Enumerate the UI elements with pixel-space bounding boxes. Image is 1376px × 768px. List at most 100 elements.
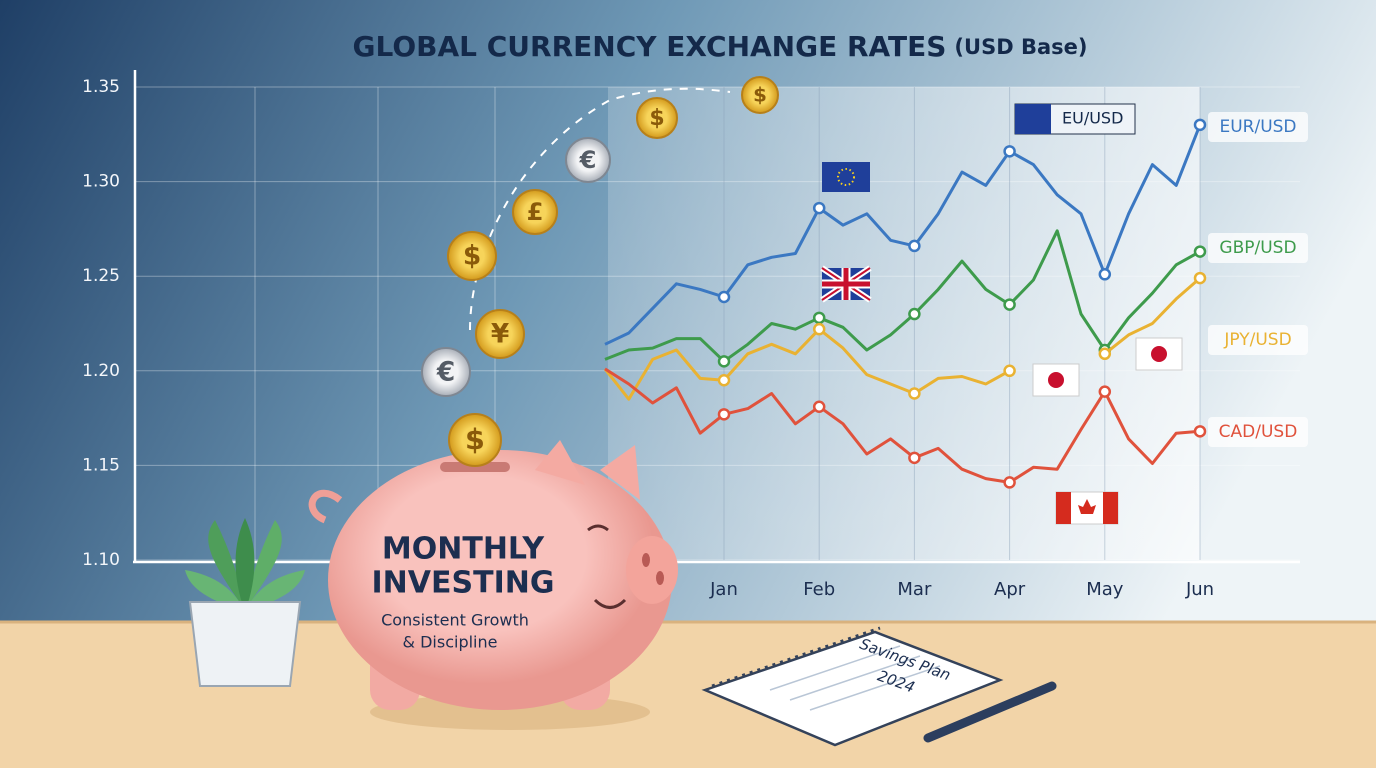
pig-eye (587, 524, 609, 532)
pig-body (328, 450, 672, 710)
point (1003, 364, 1016, 378)
pig-title: MONTHLY (382, 532, 545, 567)
notebook: Savings Plan 2024 (701, 626, 1057, 747)
coin-symbol: € (579, 146, 597, 174)
title-line: GLOBAL CURRENCY EXCHANGE RATES (USD Base) (353, 30, 1088, 63)
point (1003, 145, 1016, 158)
y-tick-label: 1.20 (82, 361, 120, 381)
coin-symbol: ¥ (491, 319, 510, 350)
point (812, 311, 826, 325)
x-tick-label: Mar (897, 579, 932, 600)
point (908, 307, 921, 321)
point (812, 400, 826, 413)
pig-tail (308, 489, 343, 524)
pig-ear (600, 445, 640, 500)
point (1003, 476, 1016, 489)
legend-label: CAD/USD (1219, 422, 1298, 442)
point (1003, 298, 1016, 311)
coin (447, 231, 497, 281)
point (717, 355, 731, 368)
coin (448, 413, 502, 467)
ca-flag-band (1103, 492, 1118, 524)
notebook-spiral (711, 626, 881, 688)
chart-title: GLOBAL CURRENCY EXCHANGE RATES (353, 30, 947, 63)
y-tick-label: 1.25 (82, 266, 120, 286)
point (717, 374, 731, 387)
coin-symbol: $ (753, 84, 767, 107)
eu-stars (837, 168, 855, 186)
coin (565, 137, 611, 183)
pig-ear (535, 440, 585, 485)
point (908, 451, 921, 465)
pig-snout (626, 536, 678, 604)
y-tick-label: 1.15 (82, 455, 120, 475)
point (908, 387, 921, 400)
legend-box (1208, 233, 1308, 263)
pen (923, 681, 1057, 743)
coins: $ $ € £ $ ¥ € $ (421, 76, 779, 467)
point (1098, 268, 1112, 281)
point (812, 322, 826, 336)
jp-flag-sun (1048, 372, 1064, 388)
point (1098, 347, 1112, 361)
legend-box (1208, 417, 1308, 447)
x-tick-label: Jun (1185, 579, 1214, 600)
pot (188, 601, 302, 687)
pig-nostril (656, 571, 664, 585)
series-line (604, 367, 1201, 484)
point (717, 290, 731, 304)
plant (185, 518, 305, 687)
pig-subtitle: & Discipline (403, 633, 498, 652)
legend-box (1208, 325, 1308, 355)
pig-nostril (642, 553, 650, 567)
chart-subtitle: (USD Base) (954, 35, 1087, 59)
x-tick-label: Feb (803, 579, 835, 600)
piggy-bank: MONTHLY INVESTING Consistent Growth & Di… (308, 440, 678, 710)
ca-flag-band (1056, 492, 1071, 524)
leaf (208, 520, 245, 610)
series-line (603, 276, 1201, 401)
eu-label-flag (1015, 104, 1051, 134)
coin-symbol: $ (465, 422, 485, 456)
series-line (604, 124, 1202, 346)
coin (512, 189, 558, 235)
point (812, 201, 826, 215)
notebook-page (701, 630, 1004, 747)
uk-flag-cross (822, 268, 870, 300)
coin (421, 347, 471, 397)
y-tick-label: 1.35 (82, 77, 120, 97)
coin (741, 76, 779, 114)
flags: EU/USD (820, 103, 1183, 525)
point (1098, 385, 1112, 398)
leaf (235, 518, 255, 612)
point (1193, 271, 1207, 285)
coin-symbol: $ (649, 106, 664, 131)
ca-flag-leaf (1078, 499, 1096, 514)
point (717, 408, 731, 421)
annotation: EU/USD (1062, 109, 1123, 128)
leaf (245, 520, 282, 610)
series-line (604, 229, 1201, 363)
coin-symbol: $ (463, 241, 481, 272)
legend-label: GBP/USD (1219, 238, 1296, 258)
coin (636, 97, 678, 139)
coin-symbol: € (436, 357, 455, 388)
y-tick-label: 1.10 (82, 550, 120, 570)
legend-label: JPY/USD (1223, 330, 1291, 350)
eu-flag (822, 162, 870, 192)
pig-smile (593, 598, 627, 609)
y-tick-label: 1.30 (82, 172, 120, 192)
legend-box (1208, 112, 1308, 142)
point (908, 239, 921, 253)
point (1193, 425, 1207, 438)
legend-label: EUR/USD (1219, 117, 1296, 137)
point (1193, 245, 1207, 258)
notebook-lines (769, 645, 941, 711)
x-tick-label: Jan (709, 579, 738, 600)
point (1193, 118, 1207, 132)
jp-flag-sun (1151, 346, 1167, 362)
coin (475, 309, 525, 359)
pig-title: INVESTING (372, 566, 555, 601)
chart: GLOBAL CURRENCY EXCHANGE RATES (USD Base)… (82, 30, 1308, 600)
